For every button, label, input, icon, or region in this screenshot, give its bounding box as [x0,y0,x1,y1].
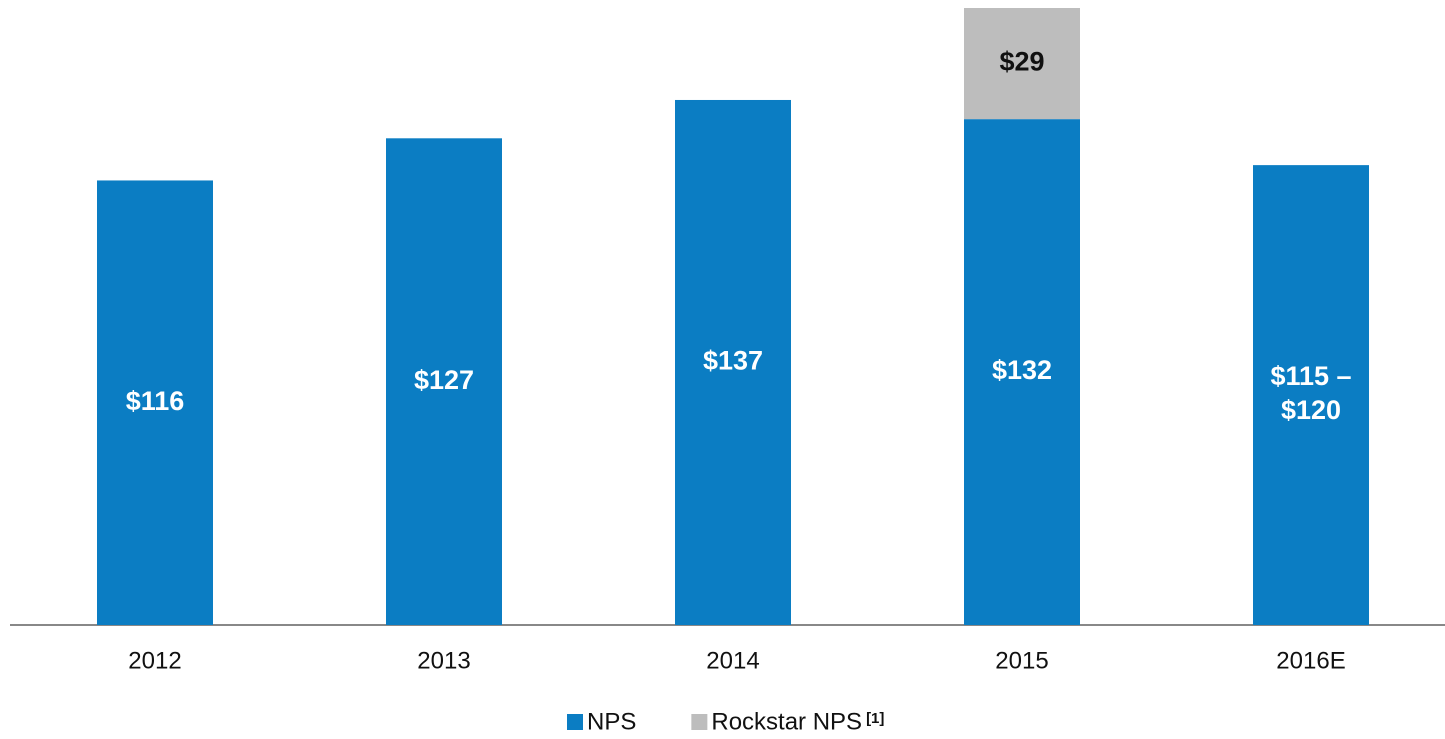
bar-segment [964,8,1080,120]
legend-label: NPS [587,708,636,735]
bar-segment [675,99,791,625]
x-tick-label: 2012 [128,647,181,674]
bar-segment [1253,165,1369,626]
legend-footnote: [1] [866,710,884,727]
data-label: $127 [414,365,474,395]
x-tick-label: 2014 [706,647,759,674]
x-tick-label: 2016E [1276,647,1345,674]
data-label: $29 [999,47,1044,77]
legend-swatch [691,714,708,730]
bar-segment [964,119,1080,625]
data-label: $115 – $120 [1270,361,1351,425]
bar-segment [386,138,502,625]
bar-segment [97,180,213,625]
data-label: $132 [992,355,1052,385]
legend-swatch [567,714,583,730]
x-tick-label: 2013 [417,647,470,674]
x-tick-label: 2015 [995,647,1048,674]
data-label: $137 [703,346,763,376]
legend-label: Rockstar NPS [711,708,862,735]
data-label: $116 [126,386,185,416]
